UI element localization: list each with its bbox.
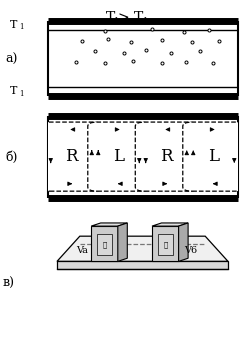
Polygon shape [57, 261, 228, 269]
Polygon shape [178, 223, 188, 261]
Text: 1: 1 [19, 23, 23, 31]
Text: T: T [10, 20, 18, 29]
Text: T: T [106, 11, 114, 25]
Text: Va: Va [76, 246, 88, 255]
Text: 1: 1 [114, 17, 119, 25]
Polygon shape [97, 234, 112, 255]
Text: T: T [134, 11, 143, 25]
Polygon shape [57, 236, 228, 261]
Text: ⚿: ⚿ [163, 241, 168, 248]
Polygon shape [91, 226, 118, 261]
Polygon shape [152, 223, 188, 226]
Text: 1: 1 [143, 17, 148, 25]
Polygon shape [158, 234, 172, 255]
Polygon shape [152, 226, 178, 261]
FancyBboxPatch shape [135, 122, 197, 191]
Text: >: > [118, 11, 130, 25]
FancyBboxPatch shape [40, 122, 102, 191]
Text: R: R [65, 148, 78, 165]
FancyBboxPatch shape [183, 122, 245, 191]
Text: ⚿: ⚿ [102, 241, 106, 248]
FancyBboxPatch shape [88, 122, 150, 191]
Text: в): в) [2, 277, 14, 290]
Text: V6: V6 [184, 246, 198, 255]
Text: T: T [10, 86, 18, 96]
Text: a): a) [5, 53, 18, 66]
Text: L: L [113, 148, 124, 165]
Text: L: L [208, 148, 219, 165]
Text: R: R [160, 148, 172, 165]
Polygon shape [118, 223, 127, 261]
Text: 1: 1 [19, 90, 23, 98]
Text: б): б) [5, 151, 18, 164]
Polygon shape [91, 223, 127, 226]
